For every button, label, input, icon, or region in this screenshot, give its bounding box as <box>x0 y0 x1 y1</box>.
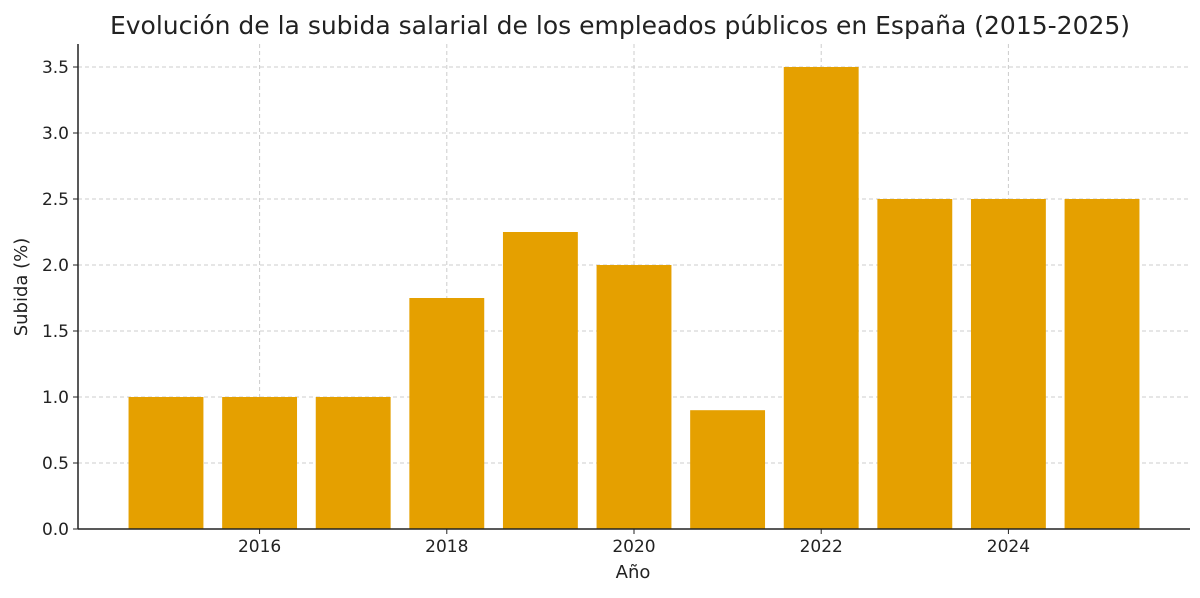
bar-2015 <box>128 397 204 529</box>
y-tick-label: 3.0 <box>42 124 69 144</box>
bar-2023 <box>877 199 953 529</box>
x-tick-label: 2020 <box>612 537 655 557</box>
y-tick-label: 0.5 <box>42 454 69 474</box>
bar-2025 <box>1064 199 1140 529</box>
bar-2021 <box>690 410 766 529</box>
y-tick-label: 0.0 <box>42 520 69 540</box>
y-tick-label: 2.0 <box>42 256 69 276</box>
y-tick-label: 1.5 <box>42 322 69 342</box>
axes: 0.0 0.5 1.0 1.5 2.0 2.5 3.0 3.5 2016 2018 2020 2022… <box>42 44 1190 557</box>
y-tick-label: 3.5 <box>42 58 69 78</box>
x-tick-label: 2016 <box>238 537 281 557</box>
bar-2017 <box>315 397 391 529</box>
bar-2019 <box>502 232 578 529</box>
x-tick-label: 2024 <box>987 537 1030 557</box>
chart-title: Evolución de la subida salarial de los e… <box>110 11 1130 40</box>
y-axis-label: Subida (%) <box>11 238 32 337</box>
x-tick-label: 2018 <box>425 537 468 557</box>
bar-2020 <box>596 265 672 529</box>
bar-2022 <box>783 67 859 529</box>
x-tick-label: 2022 <box>800 537 843 557</box>
bars <box>128 67 1140 529</box>
y-tick-label: 1.0 <box>42 388 69 408</box>
y-tick-label: 2.5 <box>42 190 69 210</box>
bar-2016 <box>222 397 298 529</box>
x-axis-label: Año <box>616 562 651 583</box>
bar-2024 <box>970 199 1046 529</box>
bar-2018 <box>409 298 485 529</box>
